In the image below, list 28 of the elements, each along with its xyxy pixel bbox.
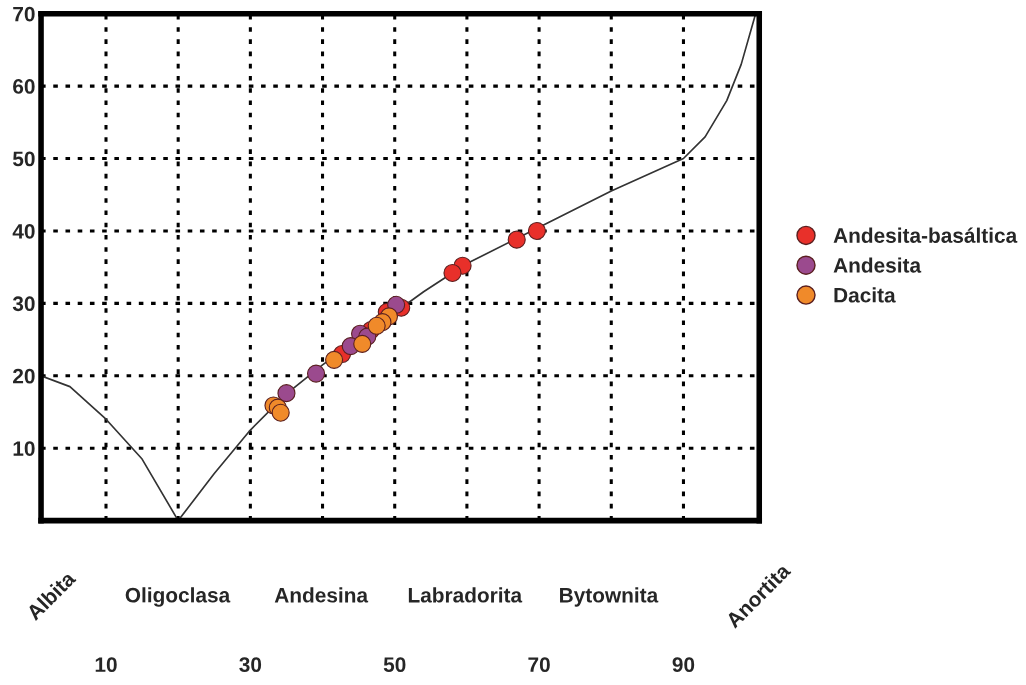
point: [443, 263, 462, 283]
x-tick-label: 30: [239, 657, 262, 673]
y-tick-label: 50: [12, 151, 35, 167]
x-tick-label: 10: [95, 657, 117, 673]
legend-label: Dacita: [834, 287, 896, 303]
point: [507, 230, 526, 249]
y-tick-label: 40: [12, 223, 35, 239]
point: [277, 384, 296, 403]
text: Bytownita: [560, 587, 659, 607]
point: [306, 364, 326, 383]
text: Oligoclasa: [125, 587, 231, 607]
y-tick-label: 20: [13, 368, 35, 384]
point: [353, 334, 372, 353]
point: [527, 221, 546, 241]
y-tick-label: 60: [13, 79, 35, 94]
point: [325, 350, 344, 369]
point: [367, 316, 386, 335]
y-tick-label: 70: [13, 6, 35, 22]
legend-label: Andesita: [833, 257, 922, 273]
point: [271, 403, 290, 422]
legend-label: Andesita-basáltica: [833, 227, 1018, 243]
x-tick-label: 50: [383, 657, 406, 673]
text: Labradorita: [408, 587, 523, 603]
x-tick-label: 70: [528, 657, 550, 673]
x-tick-label: 90: [672, 657, 695, 673]
text: Andesina: [274, 587, 369, 603]
y-tick-label: 30: [12, 296, 35, 312]
y-tick-label: 10: [13, 441, 35, 456]
